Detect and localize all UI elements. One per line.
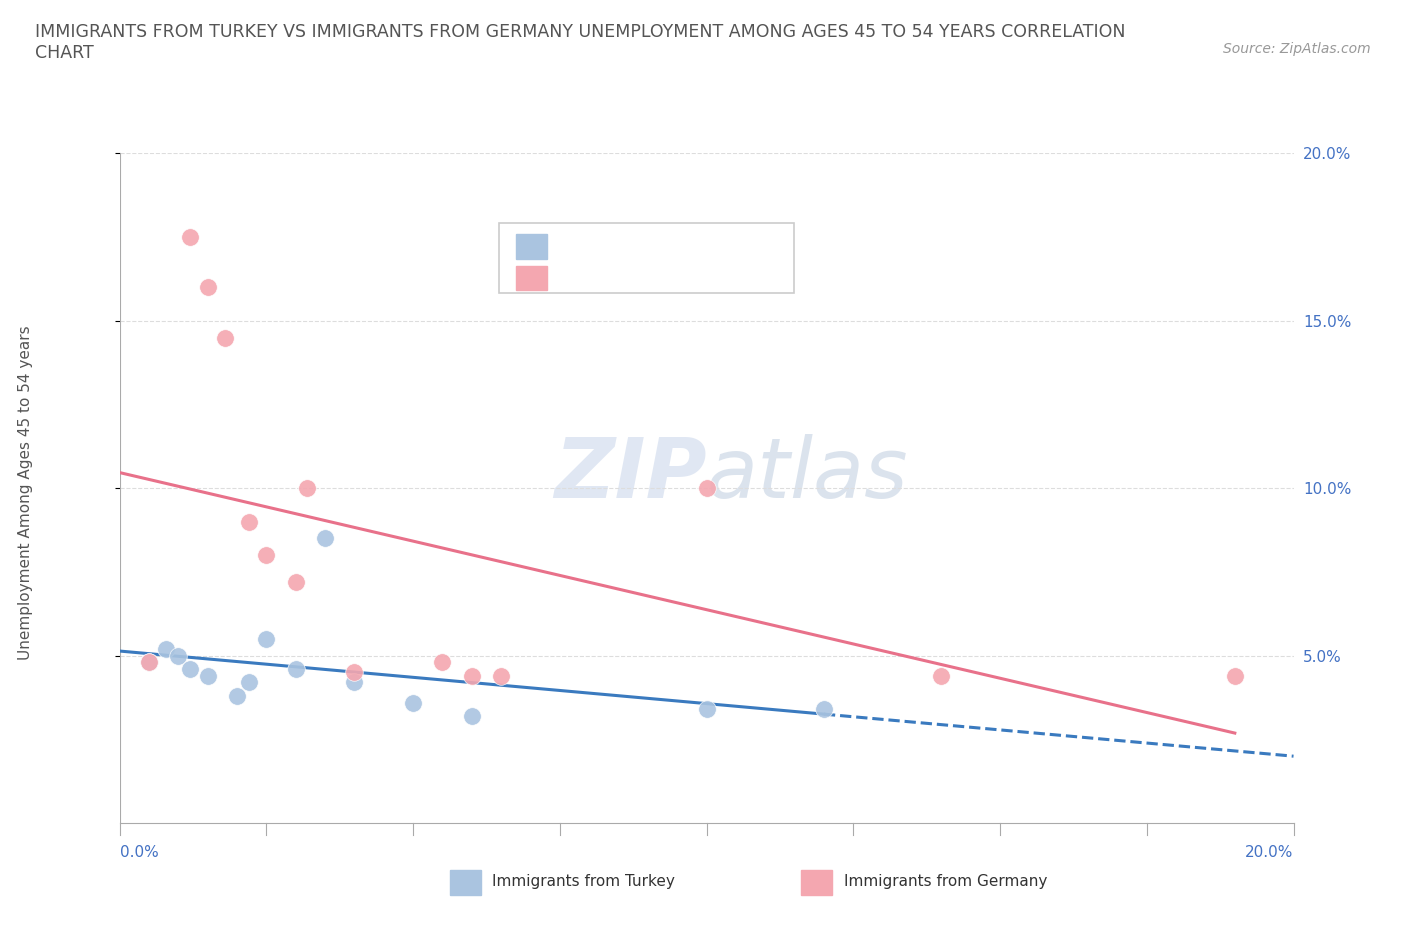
Point (314, 531, 336, 546)
Point (489, 669, 512, 684)
Text: R = -0.057    N = 15: R = -0.057 N = 15 (558, 271, 713, 286)
Point (138, 655, 160, 670)
Point (179, 661, 201, 676)
Text: Immigrants from Germany: Immigrants from Germany (844, 874, 1047, 889)
Point (155, 642, 177, 657)
Point (432, 655, 454, 670)
Point (138, 655, 160, 670)
Point (284, 575, 307, 590)
Text: atlas: atlas (707, 434, 908, 515)
Text: ZIP: ZIP (554, 434, 707, 515)
Text: Unemployment Among Ages 45 to 54 years: Unemployment Among Ages 45 to 54 years (18, 326, 32, 660)
Point (696, 702, 718, 717)
Point (197, 669, 219, 684)
Point (254, 631, 277, 646)
Point (696, 481, 718, 496)
Text: R = -0.208    N = 15: R = -0.208 N = 15 (558, 239, 713, 254)
Point (343, 675, 366, 690)
Point (931, 669, 953, 684)
Text: 20.0%: 20.0% (1246, 845, 1294, 860)
Point (460, 709, 484, 724)
Point (254, 548, 277, 563)
Point (343, 665, 366, 680)
Point (813, 702, 835, 717)
Point (297, 481, 319, 496)
Point (460, 669, 484, 684)
Point (238, 514, 260, 529)
Text: Immigrants from Turkey: Immigrants from Turkey (492, 874, 675, 889)
Point (214, 330, 236, 345)
Point (1223, 669, 1246, 684)
Point (179, 230, 201, 245)
Point (284, 661, 307, 676)
Point (167, 648, 190, 663)
Text: Source: ZipAtlas.com: Source: ZipAtlas.com (1223, 42, 1371, 56)
Point (238, 675, 260, 690)
Point (402, 695, 425, 710)
Point (225, 688, 249, 703)
Point (197, 280, 219, 295)
Text: IMMIGRANTS FROM TURKEY VS IMMIGRANTS FROM GERMANY UNEMPLOYMENT AMONG AGES 45 TO : IMMIGRANTS FROM TURKEY VS IMMIGRANTS FRO… (35, 23, 1126, 62)
Text: 0.0%: 0.0% (120, 845, 159, 860)
